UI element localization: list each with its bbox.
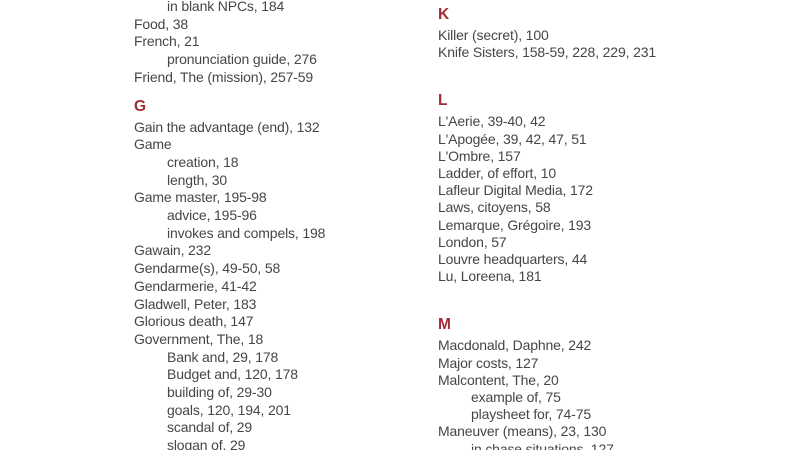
index-entry: French, 21 (134, 33, 200, 50)
index-entry: scandal of, 29 (167, 419, 253, 436)
index-entry: advice, 195-96 (167, 207, 257, 224)
index-entry: Louvre headquarters, 44 (438, 251, 588, 268)
index-entry: playsheet for, 74-75 (471, 406, 591, 423)
index-entry: Major costs, 127 (438, 354, 539, 371)
index-entry: invokes and compels, 198 (167, 224, 326, 241)
index-entry: Macdonald, Daphne, 242 (438, 337, 592, 354)
index-entry: Government, The, 18 (134, 330, 264, 347)
index-entry: L'Ombre, 157 (438, 147, 521, 164)
index-entry: building of, 29-30 (167, 384, 272, 401)
index-entry: Gendarme(s), 49-50, 58 (134, 260, 281, 277)
index-entry: L'Apogée, 39, 42, 47, 51 (438, 130, 587, 147)
index-entry: Malcontent, The, 20 (438, 371, 559, 388)
index-entry: Gawain, 232 (134, 242, 211, 259)
index-entry: Food, 38 (134, 15, 189, 32)
index-entry: Killer (secret), 100 (438, 27, 549, 43)
index-entry: in blank NPCs, 184 (167, 0, 285, 14)
index-entry: Gain the advantage (end), 132 (134, 118, 320, 135)
index-entry: Glorious death, 147 (134, 313, 254, 330)
index-entry: in chase situations, 127 (471, 440, 614, 450)
index-entry: Lu, Loreena, 181 (438, 268, 542, 285)
index-section-letter: M (438, 316, 452, 334)
index-section-letter: K (438, 6, 450, 23)
index-entry: Bank and, 29, 178 (167, 348, 279, 365)
index-entry: Budget and, 120, 178 (167, 366, 298, 383)
index-entry: London, 57 (438, 233, 507, 250)
index-entry: Lafleur Digital Media, 172 (438, 182, 593, 199)
index-entry: Game master, 195-98 (134, 189, 267, 206)
index-entry: slogan of, 29 (167, 437, 246, 450)
index-column-left: in blank NPCs, 184 Food, 38 French, 21 pron… (134, 0, 434, 450)
index-entry: L'Aerie, 39-40, 42 (438, 113, 546, 130)
index-entry: example of, 75 (471, 389, 561, 406)
index-entry: Gendarmerie, 41-42 (134, 277, 257, 294)
index-entry: Lemarque, Grégoire, 193 (438, 216, 591, 233)
index-entry: Game (134, 136, 172, 153)
index-column-right: K Killer (secret), 100 Knife Sisters, 158-… (438, 2, 768, 450)
index-entry: length, 30 (167, 171, 227, 188)
index-entry: creation, 18 (167, 153, 239, 170)
index-entry: goals, 120, 194, 201 (167, 401, 291, 418)
index-section-letter: L (438, 92, 448, 110)
index-entry: Friend, The (mission), 257-59 (134, 68, 314, 85)
index-entry: Ladder, of effort, 10 (438, 165, 557, 182)
index-section-letter: G (134, 97, 147, 115)
index-entry: Maneuver (means), 23, 130 (438, 423, 607, 440)
index-entry: pronunciation guide, 276 (167, 51, 317, 68)
index-entry: Gladwell, Peter, 183 (134, 295, 257, 312)
index-entry: Knife Sisters, 158-59, 228, 229, 231 (438, 44, 656, 61)
index-entry: Laws, citoyens, 58 (438, 199, 551, 216)
